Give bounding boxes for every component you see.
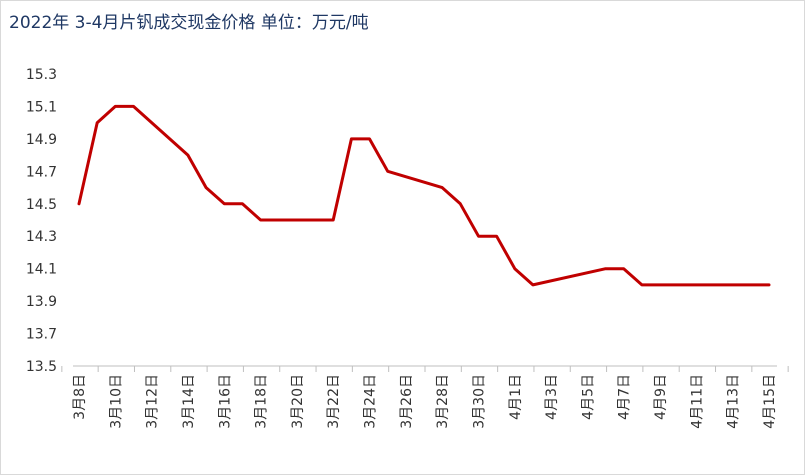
x-tick-label: 3月14日 — [181, 374, 197, 429]
x-tick-label: 3月20日 — [290, 374, 306, 429]
x-axis-tickmarks — [61, 366, 789, 372]
x-tick-label: 4月7日 — [617, 374, 633, 420]
y-tick-label: 13.9 — [26, 294, 57, 310]
x-tick-label: 3月18日 — [254, 374, 270, 429]
y-tick-label: 14.3 — [26, 229, 57, 245]
y-tick-label: 14.5 — [26, 197, 57, 213]
x-tick-label: 4月11日 — [689, 374, 705, 429]
x-tick-label: 3月26日 — [399, 374, 415, 429]
y-tick-label: 13.7 — [26, 327, 57, 343]
y-tick-label: 15.3 — [26, 67, 57, 83]
y-axis-ticks: 15.3 15.1 14.9 14.7 14.5 14.3 14.1 13.9 13.7 13.5 — [26, 67, 57, 375]
x-tick-label: 3月8日 — [72, 374, 88, 420]
y-tick-label: 13.5 — [26, 359, 57, 375]
x-axis-labels: 3月8日 3月10日 3月12日 3月14日 3月16日 3月18日 3月20日 3月22日 3… — [72, 374, 778, 429]
x-tick-label: 3月12日 — [145, 374, 161, 429]
y-tick-label: 15.1 — [26, 99, 57, 115]
series-line — [77, 104, 771, 287]
x-tick-label: 3月30日 — [471, 374, 487, 429]
x-tick-label: 3月16日 — [217, 374, 233, 429]
y-tick-label: 14.7 — [26, 164, 57, 180]
x-tick-label: 4月13日 — [726, 374, 742, 429]
y-tick-label: 14.1 — [26, 262, 57, 278]
x-tick-label: 3月22日 — [326, 374, 342, 429]
x-tick-label: 3月28日 — [435, 374, 451, 429]
chart-title: 2022年 3-4月片钒成交现金价格 单位：万元/吨 — [9, 13, 369, 33]
y-tick-label: 14.9 — [26, 132, 57, 148]
x-tick-label: 4月3日 — [544, 374, 560, 420]
x-tick-label: 4月1日 — [508, 374, 524, 420]
x-tick-label: 4月5日 — [580, 374, 596, 420]
x-tick-label: 4月9日 — [653, 374, 669, 420]
x-tick-label: 4月15日 — [762, 374, 778, 429]
x-tick-label: 3月10日 — [108, 374, 124, 429]
x-tick-label: 3月24日 — [363, 374, 379, 429]
